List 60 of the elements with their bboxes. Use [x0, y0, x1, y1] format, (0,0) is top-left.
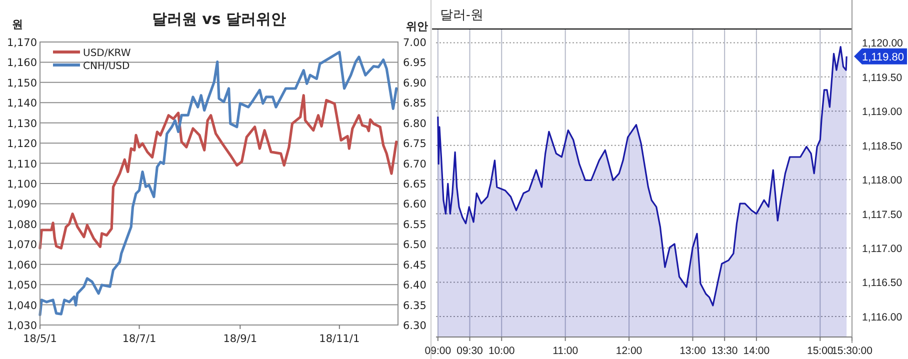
chart-title: 달러-원 [440, 7, 484, 22]
x-tick-label: 12:00 [616, 345, 642, 357]
y-tick-label: 1,110 [6, 158, 37, 170]
x-tick-label: 13:30 [711, 345, 738, 357]
y-tick-label: 1,100 [6, 178, 37, 190]
y-tick-label: 1,116.00 [862, 311, 902, 324]
x-tick-label: 18/5/1 [23, 333, 57, 345]
y-tick-label: 1,080 [6, 218, 37, 231]
y2-tick-label: 6.30 [403, 320, 426, 332]
x-tick-label: 09:30 [456, 345, 484, 357]
x-tick-label: 10:00 [488, 345, 515, 357]
y-tick-label: 1,119.00 [862, 106, 902, 118]
y2-tick-label: 6.35 [403, 300, 426, 312]
y2-tick-label: 6.95 [403, 57, 426, 70]
y-tick-label: 1,116.50 [862, 277, 902, 290]
y-tick-label: 1,160 [6, 57, 37, 70]
y-tick-label: 1,118.50 [862, 140, 902, 152]
x-tick-label: 09:00 [424, 345, 452, 357]
legend-label: USD/KRW [83, 48, 131, 59]
y2-tick-label: 6.40 [403, 280, 426, 292]
y2-tick-label: 6.65 [403, 178, 426, 190]
y-tick-label: 1,030 [6, 320, 37, 332]
y2-tick-label: 6.70 [403, 158, 426, 170]
y2-tick-label: 6.85 [403, 98, 426, 110]
y-tick-label: 1,119.50 [862, 72, 902, 84]
y2-tick-label: 7.00 [403, 37, 426, 49]
legend-label: CNH/USD [83, 61, 130, 72]
y-tick-label: 1,040 [6, 300, 37, 312]
y2-axis-title: 위안 [406, 20, 428, 33]
y-tick-label: 1,118.00 [862, 174, 902, 187]
x-tick-label: 13:00 [680, 345, 706, 357]
y-tick-label: 1,120 [6, 138, 37, 150]
y-tick-label: 1,150 [6, 77, 37, 90]
y-tick-label: 1,050 [6, 280, 37, 292]
y2-tick-label: 6.80 [403, 118, 426, 130]
y2-tick-label: 6.90 [403, 77, 426, 90]
y-tick-label: 1,070 [6, 239, 37, 252]
y-tick-label: 1,090 [6, 198, 37, 211]
y2-tick-label: 6.50 [403, 239, 426, 252]
y2-tick-label: 6.45 [403, 259, 426, 272]
y-tick-label: 1,130 [6, 118, 37, 130]
y-tick-label: 1,170 [6, 37, 37, 49]
y2-tick-label: 6.55 [403, 218, 426, 231]
y2-tick-label: 6.60 [403, 198, 426, 211]
y-tick-label: 1,117.50 [862, 208, 902, 221]
y-tick-label: 1,117.00 [862, 243, 902, 256]
x-tick-label: 18/11/1 [319, 333, 360, 345]
y-tick-label: 1,120.00 [862, 38, 904, 50]
text: 1,119.80 [862, 51, 904, 64]
y-axis-title: 원 [12, 18, 23, 31]
x-tick-label: 18/9/1 [223, 333, 258, 345]
x-tick-label: 18/7/1 [122, 333, 156, 345]
x-tick-label: 15:00 [807, 345, 834, 357]
y-tick-label: 1,140 [6, 98, 37, 110]
x-tick-label: 14:00 [743, 345, 770, 357]
x-tick-label: 15:30:00 [832, 345, 873, 357]
chart-title: 달러원 vs 달러위안 [152, 10, 286, 28]
y2-tick-label: 6.75 [403, 138, 426, 150]
x-tick-label: 11:00 [552, 345, 578, 357]
y-tick-label: 1,060 [6, 259, 37, 272]
